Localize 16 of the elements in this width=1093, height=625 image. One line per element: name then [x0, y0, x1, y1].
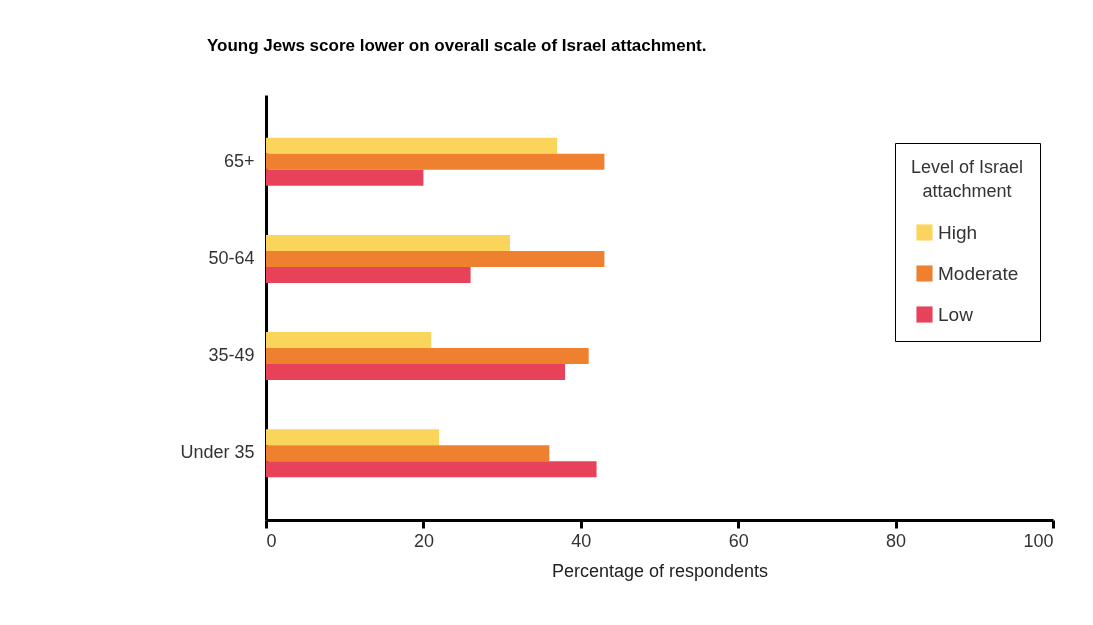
legend-label: High	[938, 221, 978, 243]
y-tick-label: 35-49	[208, 345, 255, 366]
x-tick-label: 100	[1023, 530, 1054, 551]
legend-title: Level of Israel attachment	[910, 157, 1024, 201]
y-tick-label: 65+	[223, 150, 255, 171]
y-tick-label: 50-64	[208, 247, 255, 268]
x-tick-label: 40	[571, 530, 592, 551]
legend-label: Moderate	[938, 262, 1019, 284]
x-tick-label: 0	[266, 530, 277, 551]
legend-label: Low	[938, 303, 974, 325]
x-axis-title: Percentage of respondents	[551, 560, 769, 581]
y-tick-label: Under 35	[180, 442, 255, 463]
x-tick-label: 80	[886, 530, 907, 551]
x-tick-label: 60	[728, 530, 749, 551]
chart-title: Young Jews score lower on overall scale of Israel attachment.	[206, 36, 707, 55]
x-tick-label: 20	[413, 530, 434, 551]
